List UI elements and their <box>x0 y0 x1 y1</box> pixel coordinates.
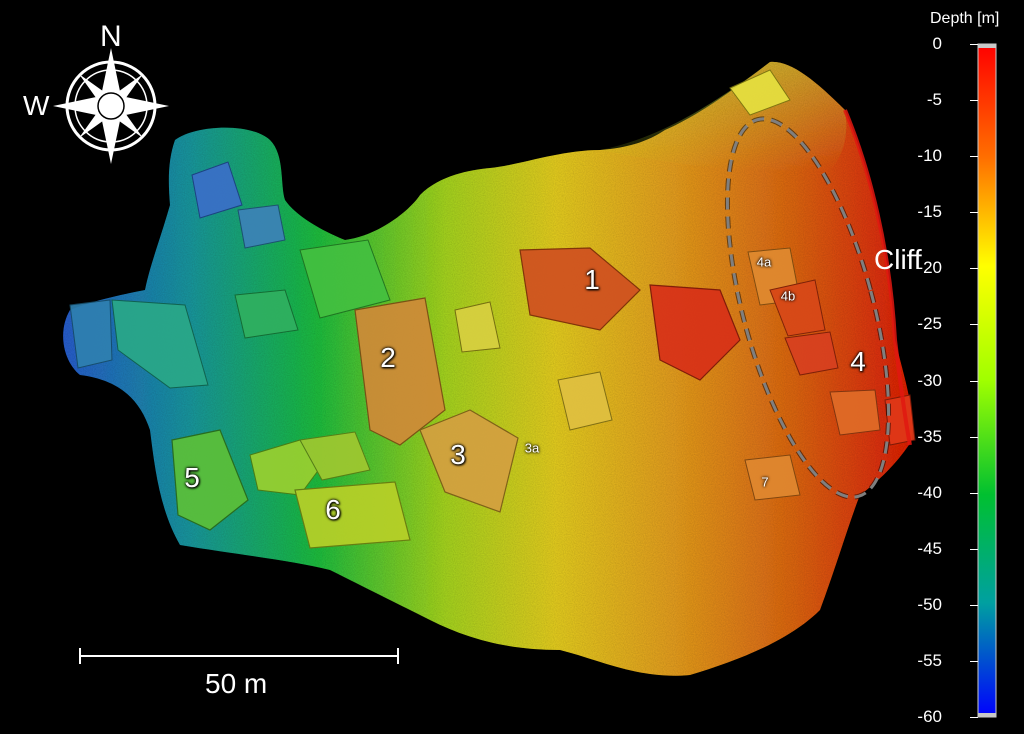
colorbar-tick-label: -30 <box>917 370 942 390</box>
colorbar-tick-mark <box>970 324 978 326</box>
colorbar-tick-mark <box>970 604 978 606</box>
boulder <box>519 247 641 331</box>
dashed-ellipse-shadow <box>724 116 892 500</box>
colorbar-tick-label: -15 <box>917 202 942 222</box>
colorbar-tick-mark <box>970 156 978 158</box>
terrain-north-lobe <box>600 61 847 172</box>
colorbar-tick-label: -20 <box>917 258 942 278</box>
colorbar-tick-mark <box>970 212 978 214</box>
colorbar-tick-label: -35 <box>917 426 942 446</box>
boulder <box>299 239 391 319</box>
boulder <box>234 289 299 339</box>
colorbar-tick-mark <box>970 100 978 102</box>
compass-west-label: W <box>23 90 50 121</box>
colorbar-tick-label: -5 <box>926 90 942 110</box>
feature-label-3a: 3a <box>524 440 540 456</box>
boulder <box>557 371 613 431</box>
boulder <box>111 299 209 389</box>
feature-label-4: 4 <box>850 346 866 377</box>
boulder <box>171 429 249 531</box>
colorbar-tick-label: -40 <box>917 482 942 502</box>
boulder <box>69 299 113 369</box>
boulder <box>249 439 321 496</box>
colorbar-tick-mark <box>970 717 978 718</box>
colorbar-tick-label: -55 <box>917 650 942 670</box>
boulder <box>729 69 791 116</box>
colorbar-tick-label: -10 <box>917 146 942 166</box>
feature-label-6: 6 <box>325 494 341 525</box>
boulder <box>744 454 801 501</box>
depth-colorbar <box>977 43 997 718</box>
colorbar-tick-label: -60 <box>917 707 942 726</box>
boulder <box>769 279 826 337</box>
cliff-edge <box>843 109 912 446</box>
colorbar-tick-mark <box>970 44 978 45</box>
colorbar-tick-mark <box>970 268 978 270</box>
boulder <box>191 161 243 219</box>
colorbar-title: Depth [m] <box>930 10 1000 27</box>
colorbar-tick-label: -45 <box>917 538 942 558</box>
colorbar-tick-label: -50 <box>917 594 942 614</box>
feature-label-7: 7 <box>761 474 769 490</box>
boulder <box>354 297 446 446</box>
boulder <box>299 431 371 481</box>
feature-label-5: 5 <box>184 462 200 493</box>
colorbar-tick-mark <box>970 660 978 662</box>
cliff-annotation: Cliff <box>874 244 922 275</box>
boulders <box>69 69 916 549</box>
boulder <box>419 409 519 513</box>
boulder <box>649 284 741 381</box>
colorbar-tick-mark <box>970 380 978 382</box>
scale-bar <box>79 648 399 664</box>
colorbar-tick-mark <box>970 548 978 550</box>
feature-label-4a: 4a <box>756 254 772 270</box>
feature-label-4b: 4b <box>780 288 796 304</box>
feature-label-3: 3 <box>450 439 466 470</box>
boulder <box>294 481 411 549</box>
colorbar-tick-mark <box>970 492 978 494</box>
colorbar-tick-label: -25 <box>917 314 942 334</box>
compass-rose-icon <box>53 48 169 164</box>
colorbar-tick-mark <box>970 436 978 438</box>
boulder <box>454 301 501 353</box>
feature-label-1: 1 <box>584 264 600 295</box>
boulder <box>784 331 839 376</box>
compass-north-label: N <box>100 20 122 53</box>
colorbar-tick-label: 0 <box>932 34 942 53</box>
scale-bar-label: 50 m <box>205 668 268 699</box>
feature-label-2: 2 <box>380 342 396 373</box>
boulder <box>829 389 881 436</box>
boulder <box>237 204 286 249</box>
